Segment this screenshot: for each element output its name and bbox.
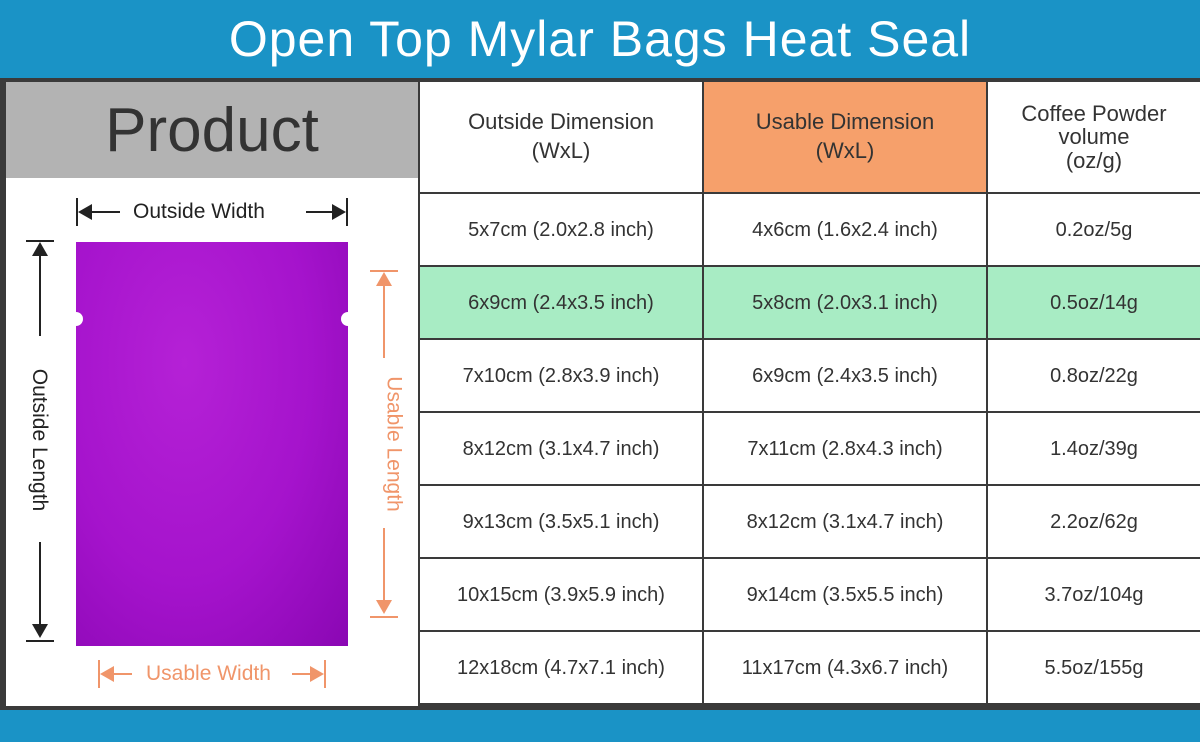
arrow-up-icon <box>376 272 392 286</box>
product-panel: Product Outside Width Outside Length <box>6 82 418 706</box>
usable-length-bottom-line <box>383 528 385 612</box>
arrow-down-icon <box>32 624 48 638</box>
outside-width-left-line <box>80 211 120 213</box>
outside-width-right-tick <box>346 198 348 226</box>
usable-length-top-line <box>383 274 385 358</box>
usable-length-bottom-tick <box>370 616 398 618</box>
usable-width-left-tick <box>98 660 100 688</box>
arrow-down-icon <box>376 600 392 614</box>
header-outside-dimension: Outside Dimension (WxL) <box>420 82 702 192</box>
tear-notch-right <box>341 312 355 326</box>
row-7-usable: 11x17cm (4.3x6.7 inch) <box>704 632 986 703</box>
row-6-outside: 10x15cm (3.9x5.9 inch) <box>420 559 702 630</box>
outside-length-label: Outside Length <box>28 368 52 512</box>
outside-length-bottom-tick <box>26 640 54 642</box>
arrow-right-icon <box>310 666 324 682</box>
content-frame: Product Outside Width Outside Length <box>0 78 1200 710</box>
row-2-usable: 5x8cm (2.0x3.1 inch) <box>704 267 986 338</box>
row-5-volume: 2.2oz/62g <box>988 486 1200 557</box>
arrow-up-icon <box>32 242 48 256</box>
row-5-usable: 8x12cm (3.1x4.7 inch) <box>704 486 986 557</box>
size-table: Outside Dimension (WxL) Usable Dimension(… <box>420 82 1200 706</box>
outside-length-top-tick <box>26 240 54 242</box>
page-title: Open Top Mylar Bags Heat Seal <box>228 11 972 67</box>
outside-length-top-line <box>39 244 41 336</box>
row-2-outside: 6x9cm (2.4x3.5 inch) <box>420 267 702 338</box>
row-1-usable: 4x6cm (1.6x2.4 inch) <box>704 194 986 265</box>
row-2-volume: 0.5oz/14g <box>988 267 1200 338</box>
row-1-outside: 5x7cm (2.0x2.8 inch) <box>420 194 702 265</box>
outside-width-right-line <box>306 211 342 213</box>
usable-width-label: Usable Width <box>146 662 271 685</box>
product-label: Product <box>105 95 319 165</box>
arrow-left-icon <box>100 666 114 682</box>
title-bar: Open Top Mylar Bags Heat Seal <box>0 0 1200 78</box>
outside-length-bottom-line <box>39 542 41 636</box>
row-1-volume: 0.2oz/5g <box>988 194 1200 265</box>
outside-width-left-tick <box>76 198 78 226</box>
row-3-volume: 0.8oz/22g <box>988 340 1200 411</box>
usable-width-left-line <box>102 673 132 675</box>
row-6-volume: 3.7oz/104g <box>988 559 1200 630</box>
product-header: Product <box>6 82 418 178</box>
row-4-volume: 1.4oz/39g <box>988 413 1200 484</box>
bottom-bar <box>0 710 1200 742</box>
usable-length-label: Usable Length <box>382 376 406 512</box>
arrow-left-icon <box>78 204 92 220</box>
row-3-usable: 6x9cm (2.4x3.5 inch) <box>704 340 986 411</box>
row-6-usable: 9x14cm (3.5x5.5 inch) <box>704 559 986 630</box>
usable-width-right-line <box>292 673 320 675</box>
row-3-outside: 7x10cm (2.8x3.9 inch) <box>420 340 702 411</box>
header-usable-dimension: Usable Dimension (WxL) <box>704 82 986 192</box>
row-7-outside: 12x18cm (4.7x7.1 inch) <box>420 632 702 703</box>
usable-width-right-tick <box>324 660 326 688</box>
usable-length-top-tick <box>370 270 398 272</box>
arrow-right-icon <box>332 204 346 220</box>
header-coffee-volume: Coffee Powder volume (oz/g) <box>988 82 1200 192</box>
row-4-usable: 7x11cm (2.8x4.3 inch) <box>704 413 986 484</box>
row-7-volume: 5.5oz/155g <box>988 632 1200 703</box>
mylar-bag-image <box>69 242 355 646</box>
row-5-outside: 9x13cm (3.5x5.1 inch) <box>420 486 702 557</box>
row-4-outside: 8x12cm (3.1x4.7 inch) <box>420 413 702 484</box>
tear-notch-left <box>69 312 83 326</box>
outside-width-label: Outside Width <box>133 200 265 223</box>
